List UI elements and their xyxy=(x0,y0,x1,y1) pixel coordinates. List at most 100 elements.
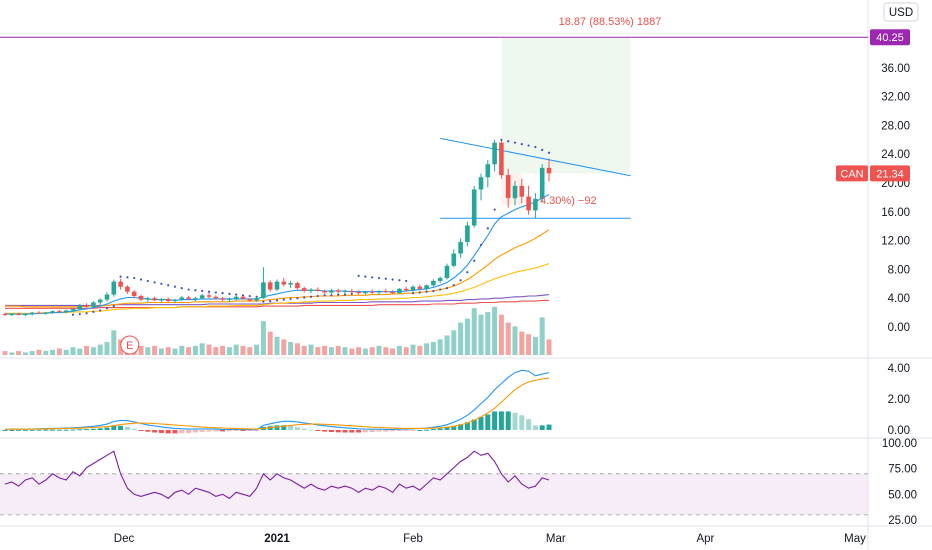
psar-dot xyxy=(343,293,347,296)
macd-tick-label: 4.00 xyxy=(888,363,910,375)
last-price: 21.34 xyxy=(876,168,904,180)
psar-dot xyxy=(398,279,401,282)
macd-hist-bar xyxy=(118,425,124,430)
psar-dot xyxy=(350,292,353,295)
volume-bar xyxy=(315,347,321,355)
trendline xyxy=(440,137,631,177)
macd-hist-bar xyxy=(546,424,552,430)
candle-body xyxy=(77,305,83,309)
candle-body xyxy=(546,167,552,174)
candle-body xyxy=(437,278,443,281)
candle-body xyxy=(16,314,21,316)
price-tick-label: 16.00 xyxy=(881,207,910,219)
candle-body xyxy=(431,280,436,286)
psar-dot xyxy=(221,292,224,295)
candle-body xyxy=(179,297,185,300)
macd-tick-label: 2.00 xyxy=(888,394,910,406)
price-axis-ticks: 36.0032.0028.0024.0020.0016.0012.008.004… xyxy=(881,63,910,334)
psar-dot xyxy=(160,282,163,285)
macd-hist-bar xyxy=(532,425,538,430)
psar-dot xyxy=(99,309,102,312)
candle-body xyxy=(254,298,259,301)
candle-body xyxy=(533,198,538,211)
volume-bar xyxy=(9,352,15,355)
psar-dot xyxy=(180,287,183,290)
psar-dot xyxy=(500,138,503,141)
macd-hist-bar xyxy=(77,429,83,431)
ma-long-line xyxy=(5,263,550,314)
parabolic-sar xyxy=(71,138,551,316)
volume-bar xyxy=(50,349,56,355)
candle-body xyxy=(295,283,300,289)
macd-hist-bar xyxy=(50,429,56,431)
volume-bar xyxy=(437,339,443,355)
candle-body xyxy=(539,167,545,199)
psar-dot xyxy=(71,313,75,316)
volume-bar xyxy=(532,336,538,355)
psar-dot xyxy=(214,291,217,294)
volume-bar xyxy=(172,348,178,355)
price-tick-label: 36.00 xyxy=(881,63,910,75)
candle-body xyxy=(111,281,117,295)
candle-body xyxy=(36,312,42,314)
candle-body xyxy=(2,314,8,316)
rsi-pane xyxy=(0,450,868,516)
macd-hist-bar xyxy=(512,412,518,430)
macd-hist-bar xyxy=(301,428,307,430)
candle-body xyxy=(308,289,314,291)
candle-body xyxy=(104,294,110,300)
price-tick-label: 8.00 xyxy=(888,264,910,276)
macd-hist-bar xyxy=(172,430,178,434)
macd-hist-bar xyxy=(356,430,362,433)
volume-bar xyxy=(186,347,192,355)
price-tick-label: 12.00 xyxy=(881,236,910,248)
psar-dot xyxy=(126,276,129,279)
volume-bar xyxy=(444,335,450,355)
earnings-marker[interactable]: E xyxy=(120,335,140,355)
candle-body xyxy=(57,311,62,313)
volume-bar xyxy=(104,342,110,355)
macd-hist-bar xyxy=(124,426,130,430)
psar-dot xyxy=(153,281,156,284)
candle-body xyxy=(63,310,69,312)
psar-dot xyxy=(275,299,279,302)
candle-body xyxy=(478,177,484,190)
psar-dot xyxy=(330,294,333,297)
psar-dot xyxy=(296,297,299,300)
psar-dot xyxy=(187,288,190,291)
candle-body xyxy=(505,175,511,199)
candle-body xyxy=(499,142,504,176)
candle-body xyxy=(397,288,402,294)
volume-bar xyxy=(301,345,307,355)
candle-body xyxy=(267,282,273,290)
psar-dot xyxy=(248,294,251,298)
macd-hist-bar xyxy=(240,430,246,431)
candle-body xyxy=(322,291,327,293)
psar-dot xyxy=(445,287,449,290)
macd-hist-bar xyxy=(179,430,185,434)
candle-body xyxy=(329,290,334,293)
psar-dot xyxy=(255,295,258,298)
volume-bar xyxy=(56,348,62,355)
psar-dot xyxy=(269,299,272,303)
candle-body xyxy=(451,253,457,266)
psar-dot xyxy=(418,291,421,294)
candle-body xyxy=(369,291,375,293)
candle-body xyxy=(485,164,491,178)
candle-body xyxy=(363,291,368,294)
candle-body xyxy=(165,298,171,302)
volume-bar xyxy=(254,344,260,355)
candle-body xyxy=(519,185,525,197)
macd-hist-bar xyxy=(186,430,192,434)
price-tick-label: 24.00 xyxy=(881,149,910,161)
psar-dot xyxy=(541,148,544,151)
macd-axis-ticks: 4.00 2.00 0.00 xyxy=(888,363,910,437)
macd-hist-bar xyxy=(322,430,328,432)
volume-bar xyxy=(417,345,423,355)
psar-dot xyxy=(337,293,340,296)
volume-bar xyxy=(90,347,96,355)
currency-button[interactable]: USD xyxy=(883,2,919,22)
candle-body xyxy=(492,142,497,165)
volume-bar xyxy=(77,348,83,355)
